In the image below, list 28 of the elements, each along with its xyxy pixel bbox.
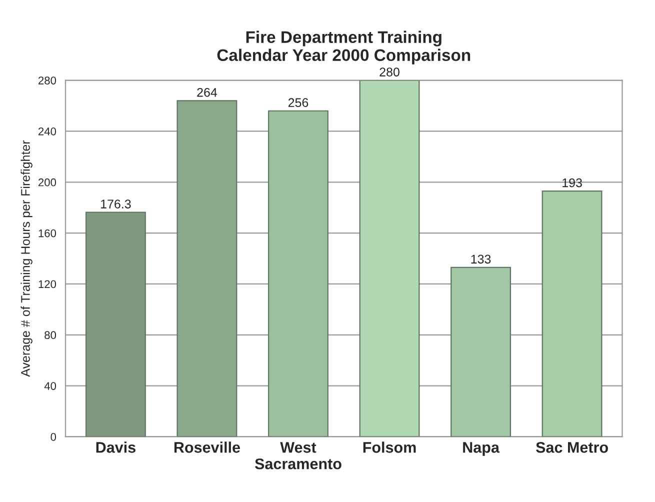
chart-title: Fire Department Training Calendar Year 2000 Comparison <box>217 30 470 64</box>
x-tick-label: West Sacramento <box>254 442 342 470</box>
data-label: 193 <box>562 178 582 188</box>
y-tick-label: 200 <box>38 178 56 186</box>
y-tick-label: 40 <box>44 382 56 390</box>
data-label: 176.3 <box>101 200 131 208</box>
y-axis-title: Average # of Training Hours per Firefighter <box>20 140 32 377</box>
bar <box>176 100 238 437</box>
x-tick-label: Folsom <box>363 442 416 453</box>
x-tick-label: Roseville <box>174 442 240 453</box>
data-label: 133 <box>471 254 491 264</box>
bar <box>85 212 146 437</box>
data-label: 280 <box>380 68 400 76</box>
bar <box>542 190 602 437</box>
y-tick-label: 160 <box>38 229 56 238</box>
y-tick-label: 280 <box>38 76 56 84</box>
x-tick-label: Napa <box>463 442 500 456</box>
bar <box>450 266 511 437</box>
y-tick-label: 80 <box>44 331 56 340</box>
x-tick-label: Sac Metro <box>536 442 608 453</box>
bar <box>268 110 328 437</box>
data-label: 264 <box>197 88 218 97</box>
data-label: 256 <box>288 98 308 108</box>
y-tick-label: 0 <box>50 433 56 441</box>
y-tick-label: 120 <box>38 280 56 288</box>
x-tick-label: Davis <box>96 442 136 453</box>
bar <box>359 80 420 437</box>
y-tick-label: 240 <box>38 128 56 136</box>
